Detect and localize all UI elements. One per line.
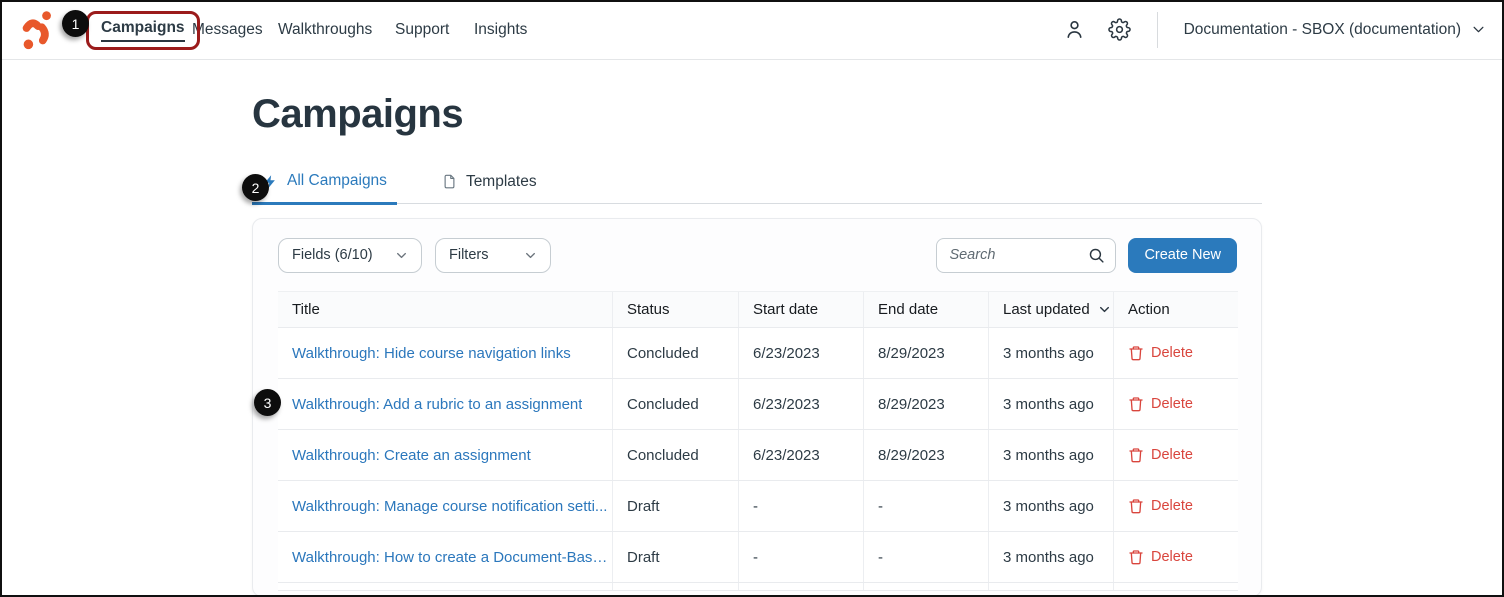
table-row: Walkthrough: Hide course navigation link… (278, 328, 1238, 379)
start-date-cell: 6/23/2023 (738, 379, 863, 429)
chevron-down-icon (526, 252, 535, 258)
column-header-updated: Last updated (988, 292, 1113, 327)
column-header-title[interactable]: Title (292, 301, 320, 318)
end-date-cell: 8/29/2023 (863, 430, 988, 480)
status-cell: Draft (612, 532, 738, 582)
sort-by-last-updated[interactable]: Last updated (1003, 301, 1111, 318)
document-icon (444, 174, 455, 189)
column-header-action: Action (1113, 292, 1238, 327)
campaign-title-link[interactable]: Walkthrough: Manage course notification … (292, 497, 608, 515)
campaign-title-link[interactable]: Walkthrough: Hide course navigation link… (292, 344, 571, 362)
lightning-icon (264, 174, 275, 188)
chevron-down-icon (1473, 26, 1484, 33)
callout-badge-1: 1 (62, 10, 89, 37)
table-toolbar: Fields (6/10) Filters Create (278, 237, 1237, 273)
tab-label: Templates (465, 172, 537, 190)
tab-templates[interactable]: Templates (431, 172, 547, 203)
nav-item-messages[interactable]: Messages (192, 20, 263, 38)
delete-label: Delete (1151, 498, 1193, 514)
end-date-cell: - (863, 481, 988, 531)
delete-button[interactable]: Delete (1128, 549, 1193, 565)
tab-all-campaigns[interactable]: All Campaigns (252, 172, 397, 205)
annotation-box-campaigns: Campaigns (86, 11, 200, 50)
fields-dropdown[interactable]: Fields (6/10) (278, 237, 422, 273)
end-date-cell: 8/29/2023 (863, 379, 988, 429)
delete-label: Delete (1151, 549, 1193, 565)
start-date-cell: - (738, 481, 863, 531)
callout-badge-2: 2 (242, 174, 269, 201)
delete-button[interactable]: Delete (1128, 396, 1193, 412)
status-cell: Concluded (612, 379, 738, 429)
table-row: Walkthrough: Manage course notification … (278, 481, 1238, 532)
nav-item-support[interactable]: Support (395, 20, 450, 38)
last-updated-cell: 3 months ago (988, 532, 1113, 582)
table-row: Walkthrough: Create an assignment Conclu… (278, 430, 1238, 481)
end-date-cell: 8/29/2023 (863, 328, 988, 378)
user-icon[interactable] (1063, 18, 1086, 41)
search-box (936, 237, 1117, 273)
table-row: Walkthrough: How to create a Document-Ba… (278, 532, 1238, 583)
last-updated-cell: 3 months ago (988, 430, 1113, 480)
trash-icon (1129, 550, 1143, 565)
table-row: Walkthrough: Add a rubric to an assignme… (278, 379, 1238, 430)
trash-icon (1129, 346, 1143, 361)
start-date-cell: 6/23/2023 (738, 328, 863, 378)
tab-label: All Campaigns (287, 172, 387, 189)
table-row-partial (278, 583, 1238, 591)
delete-button[interactable]: Delete (1128, 345, 1193, 361)
campaign-title-link[interactable]: Walkthrough: Create an assignment (292, 446, 531, 464)
trash-icon (1129, 499, 1143, 514)
end-date-cell: - (863, 532, 988, 582)
start-date-cell: 6/23/2023 (738, 430, 863, 480)
delete-label: Delete (1151, 345, 1193, 361)
fields-dropdown-label: Fields (6/10) (292, 247, 373, 263)
callout-badge-3: 3 (254, 389, 281, 416)
trash-icon (1129, 397, 1143, 412)
delete-label: Delete (1151, 396, 1193, 412)
top-navbar: Campaigns Messages Walkthroughs Support … (0, 0, 1504, 60)
search-icon[interactable] (1088, 247, 1105, 264)
page-title: Campaigns (252, 92, 464, 136)
gear-icon[interactable] (1107, 18, 1131, 41)
sort-chevron-down-icon (1099, 306, 1109, 313)
filters-dropdown-label: Filters (449, 247, 489, 263)
divider (1156, 11, 1158, 48)
delete-label: Delete (1151, 447, 1193, 463)
nav-item-walkthroughs[interactable]: Walkthroughs (278, 20, 373, 38)
account-name: Documentation - SBOX (documentation) (1183, 20, 1461, 38)
delete-button[interactable]: Delete (1128, 447, 1193, 463)
status-cell: Concluded (612, 430, 738, 480)
nav-item-campaigns[interactable]: Campaigns (101, 19, 185, 42)
chevron-down-icon (397, 252, 406, 258)
table-body: Walkthrough: Hide course navigation link… (278, 328, 1238, 583)
nav-item-insights[interactable]: Insights (474, 20, 528, 38)
campaigns-panel: Fields (6/10) Filters Create (252, 218, 1262, 597)
last-updated-cell: 3 months ago (988, 328, 1113, 378)
account-switcher[interactable]: Documentation - SBOX (documentation) (1184, 21, 1486, 39)
last-updated-cell: 3 months ago (988, 379, 1113, 429)
column-header-start[interactable]: Start date (738, 292, 863, 327)
campaign-title-link[interactable]: Walkthrough: Add a rubric to an assignme… (292, 395, 583, 413)
status-cell: Draft (612, 481, 738, 531)
table-header-row: Title Status Start date End date Last up… (278, 291, 1238, 328)
search-input[interactable] (949, 247, 1089, 263)
status-cell: Concluded (612, 328, 738, 378)
delete-button[interactable]: Delete (1128, 498, 1193, 514)
impact-logo-icon[interactable] (16, 8, 58, 52)
column-header-label: Last updated (1003, 301, 1090, 318)
tab-bar: All Campaigns Templates (252, 172, 1262, 205)
column-header-status[interactable]: Status (612, 292, 738, 327)
start-date-cell: - (738, 532, 863, 582)
campaign-title-link[interactable]: Walkthrough: How to create a Document-Ba… (292, 548, 612, 566)
filters-dropdown[interactable]: Filters (435, 237, 551, 273)
trash-icon (1129, 448, 1143, 463)
navbar-right: Documentation - SBOX (documentation) (1063, 0, 1486, 59)
column-header-end[interactable]: End date (863, 292, 988, 327)
create-new-button[interactable]: Create New (1128, 237, 1237, 273)
campaigns-table: Title Status Start date End date Last up… (278, 291, 1238, 591)
last-updated-cell: 3 months ago (988, 481, 1113, 531)
